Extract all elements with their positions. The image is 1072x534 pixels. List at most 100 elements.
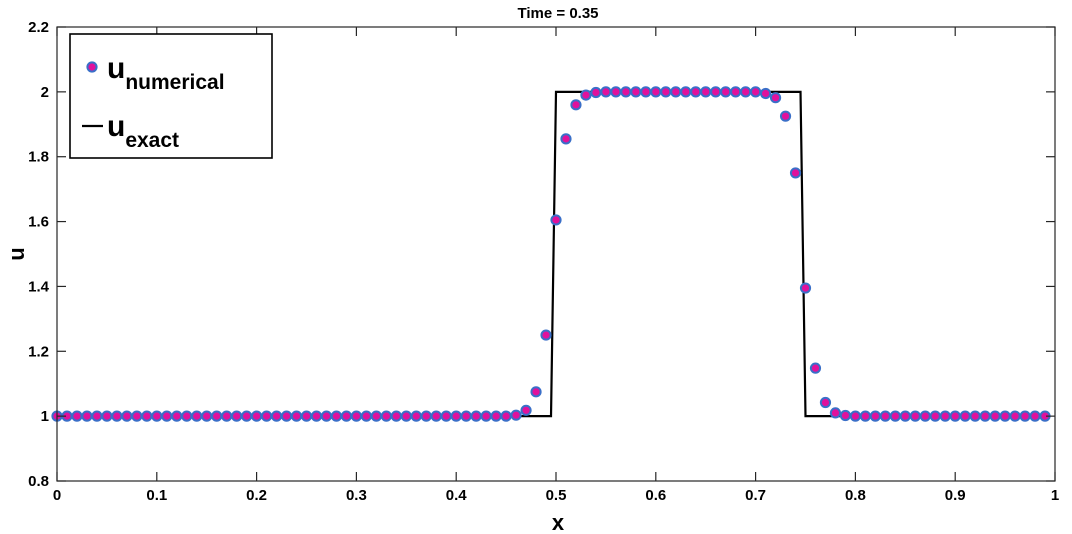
numerical-point [181, 410, 193, 422]
numerical-point [161, 410, 173, 422]
numerical-point [141, 410, 153, 422]
series-numerical [51, 86, 1051, 422]
numerical-point [1009, 410, 1021, 422]
numerical-point [251, 410, 263, 422]
legend-label-main: u [107, 110, 125, 143]
legend-label-numerical: unumerical [107, 52, 225, 94]
numerical-point [939, 410, 951, 422]
numerical-point [201, 410, 213, 422]
legend-marker-numerical [86, 61, 98, 73]
x-tick-label: 0.5 [546, 487, 567, 504]
numerical-point [211, 410, 223, 422]
numerical-point [809, 362, 822, 374]
numerical-point [909, 410, 921, 422]
numerical-point [390, 410, 402, 422]
numerical-point [730, 86, 742, 98]
numerical-point [280, 410, 293, 422]
numerical-point [231, 410, 243, 422]
numerical-point [520, 404, 532, 416]
numerical-point [540, 329, 552, 341]
numerical-point [819, 396, 832, 409]
legend: unumerical uexact [69, 33, 273, 159]
numerical-point [1019, 410, 1031, 422]
numerical-point [879, 410, 891, 422]
y-tick-label: 1.8 [28, 149, 49, 166]
numerical-point [670, 86, 682, 98]
legend-label-exact: uexact [107, 110, 179, 152]
numerical-point [1029, 410, 1041, 422]
numerical-point [101, 410, 113, 422]
numerical-point [131, 410, 143, 422]
numerical-point [290, 410, 303, 422]
x-axis-title: x [552, 510, 565, 534]
numerical-point [91, 410, 103, 422]
numerical-point [869, 410, 881, 422]
numerical-point [650, 86, 662, 98]
numerical-point [700, 86, 712, 98]
numerical-point [510, 409, 522, 421]
numerical-point [420, 410, 432, 422]
numerical-point [151, 410, 163, 422]
numerical-point [969, 410, 981, 422]
numerical-point [740, 86, 752, 98]
numerical-point [350, 410, 362, 422]
numerical-point [750, 86, 762, 98]
numerical-point [859, 410, 871, 422]
numerical-point [300, 410, 313, 422]
legend-label-sub: numerical [125, 71, 224, 94]
numerical-point [600, 86, 612, 98]
numerical-point [320, 410, 333, 422]
x-tick-label: 0.3 [346, 487, 367, 504]
numerical-point [690, 86, 702, 98]
x-axis-ticks: 0 0.1 0.2 0.3 0.4 0.5 0.6 0.7 0.8 0.9 1 [53, 27, 1059, 504]
numerical-point [490, 410, 502, 422]
numerical-point [889, 410, 901, 422]
y-axis-ticks: 0.8 1 1.2 1.4 1.6 1.8 2 2.2 [28, 19, 1055, 490]
numerical-point [799, 282, 812, 294]
x-tick-label: 0.4 [446, 487, 468, 504]
y-tick-label: 1 [41, 408, 49, 425]
y-tick-label: 1.2 [28, 343, 49, 360]
x-tick-label: 0.9 [945, 487, 966, 504]
numerical-point [171, 410, 183, 422]
x-tick-label: 0.7 [745, 487, 766, 504]
numerical-point [221, 410, 233, 422]
numerical-point [270, 410, 283, 422]
numerical-point [759, 87, 772, 100]
numerical-point [370, 410, 382, 422]
numerical-point [789, 167, 802, 179]
numerical-point [849, 410, 862, 422]
numerical-point [680, 86, 692, 98]
legend-box [69, 33, 273, 159]
numerical-point [570, 99, 582, 111]
numerical-point [480, 410, 492, 422]
numerical-point [81, 410, 93, 422]
numerical-point [979, 410, 991, 422]
numerical-point [410, 410, 422, 422]
numerical-point [380, 410, 392, 422]
numerical-point [241, 410, 253, 422]
numerical-point [400, 410, 412, 422]
numerical-point [550, 214, 562, 226]
numerical-point [590, 86, 602, 99]
x-tick-label: 0.8 [845, 487, 866, 504]
x-tick-label: 0.1 [146, 487, 167, 504]
numerical-point [899, 410, 911, 422]
numerical-point [660, 86, 672, 98]
numerical-point [500, 410, 512, 422]
numerical-point [310, 410, 323, 422]
numerical-point [949, 410, 961, 422]
numerical-point [470, 410, 482, 422]
numerical-point [340, 410, 353, 422]
numerical-point [260, 410, 273, 422]
x-tick-label: 0.2 [246, 487, 267, 504]
numerical-point [779, 110, 792, 122]
legend-label-sub: exact [125, 129, 179, 152]
numerical-point [580, 89, 592, 101]
numerical-point [71, 410, 83, 422]
numerical-point [450, 410, 462, 422]
y-tick-label: 2.2 [28, 19, 49, 36]
numerical-point [769, 92, 782, 104]
numerical-point [330, 410, 343, 422]
numerical-point [919, 410, 931, 422]
